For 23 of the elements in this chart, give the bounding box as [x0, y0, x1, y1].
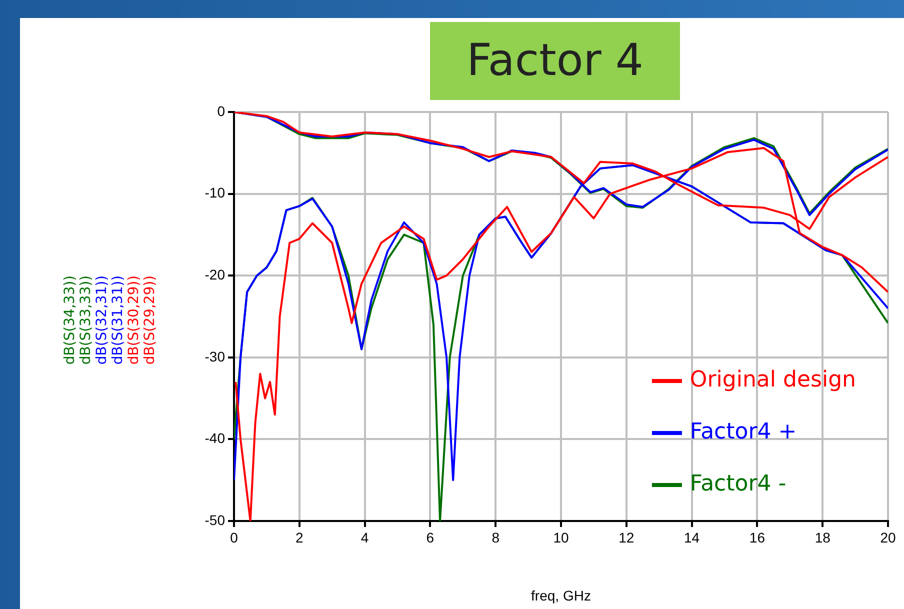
x-tick-label: 16 [749, 529, 766, 546]
legend-label: Original design [690, 368, 856, 393]
y-tick-label: -10 [204, 184, 226, 201]
y-tick-label: -20 [204, 266, 226, 282]
y-tick-label: -40 [204, 430, 226, 446]
y-tick-label: -30 [204, 348, 226, 364]
x-tick-label: 12 [618, 529, 634, 546]
y-tick-label: 0 [217, 102, 226, 119]
y-tick-label: -50 [204, 512, 226, 528]
legend-label: Factor4 + [690, 420, 797, 445]
x-tick-label: 14 [684, 529, 700, 546]
x-tick-label: 20 [880, 529, 896, 546]
legend-label: Factor4 - [690, 472, 786, 497]
x-tick-label: 2 [296, 529, 304, 546]
x-tick-label: 10 [553, 529, 569, 546]
x-tick-label: 8 [492, 529, 500, 546]
x-tick-label: 4 [360, 529, 369, 546]
x-tick-label: 18 [814, 529, 831, 546]
x-axis-title: freq, GHz [531, 587, 591, 604]
y-axis-title: dB(S(34,33)) dB(S(33,33)) dB(S(32,31)) dB(S(31,31)) dB(S(30,29)) dB(S(29,29)) [62, 275, 158, 365]
x-tick-label: 6 [426, 529, 434, 546]
chart-title: Factor 4 [430, 22, 680, 100]
x-tick-label: 0 [230, 529, 238, 546]
